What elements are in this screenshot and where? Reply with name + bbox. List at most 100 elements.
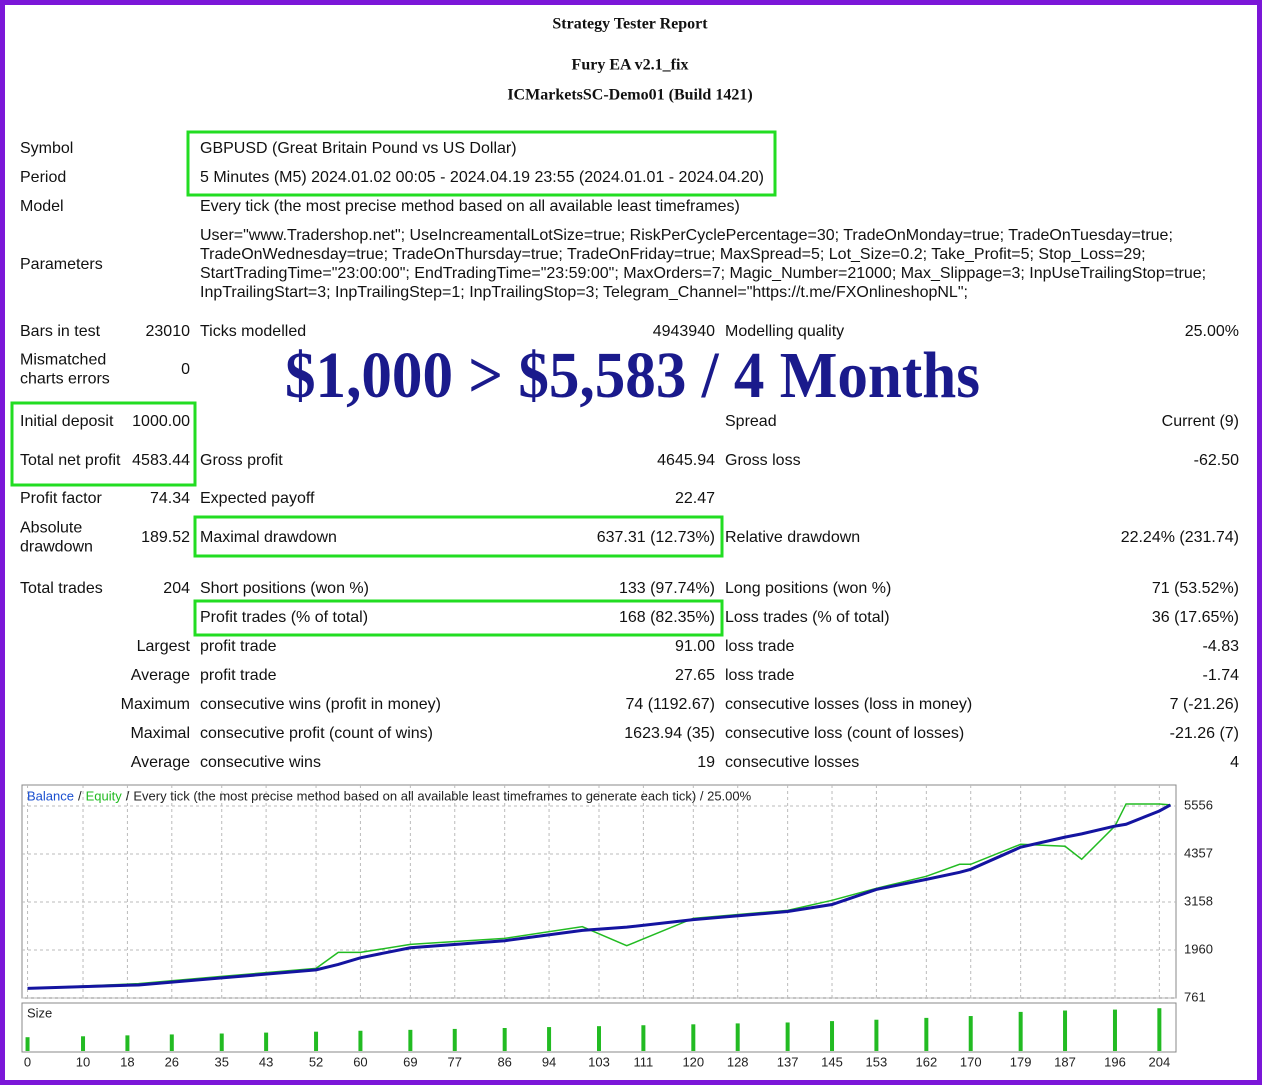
b-value: 27.65 — [675, 667, 715, 684]
a-value: Largest — [137, 638, 191, 655]
a-label: Symbol — [20, 140, 73, 157]
a-value: Average — [131, 667, 190, 684]
legend-entry: Equity — [86, 788, 123, 803]
c-value: -21.26 (7) — [1170, 725, 1239, 742]
report-title: Strategy Tester Report — [552, 16, 708, 33]
parameter-line: User="www.Tradershop.net"; UseIncreament… — [200, 227, 1173, 244]
x-tick-label: 43 — [259, 1054, 273, 1069]
x-tick-label: 77 — [448, 1054, 462, 1069]
legend-entry: Balance — [27, 788, 74, 803]
b-label: profit trade — [200, 667, 277, 684]
legend-separator: / — [78, 788, 82, 803]
x-tick-label: 111 — [634, 1054, 654, 1069]
x-tick-label: 145 — [821, 1054, 843, 1069]
report-subtitle: Fury EA v2.1_fix — [572, 57, 689, 74]
bar — [358, 1030, 363, 1051]
parameter-line: InpTrailingStart=3; InpTrailingStep=1; I… — [200, 284, 968, 301]
highlight — [10, 401, 197, 487]
c-value: -62.50 — [1194, 452, 1239, 469]
x-tick-label: 196 — [1104, 1054, 1126, 1069]
c-label: Spread — [725, 413, 777, 430]
b-value: 22.47 — [675, 490, 715, 507]
c-value: -4.83 — [1203, 638, 1240, 655]
b-label: Ticks modelled — [200, 323, 306, 340]
server: ICMarketsSC-Demo01 (Build 1421) — [507, 87, 752, 104]
a-value: 204 — [163, 580, 190, 597]
series-line — [27, 803, 1171, 990]
a-value: 74.34 — [150, 490, 190, 507]
y-tick-label: 4357 — [1184, 845, 1213, 860]
x-tick-label: 94 — [542, 1054, 556, 1069]
text: Every tick (the most precise method base… — [200, 198, 740, 215]
y-tick-label: 3158 — [1184, 893, 1213, 908]
a-label: Total trades — [20, 580, 103, 597]
c-value: 36 (17.65%) — [1152, 609, 1239, 626]
a-value: Average — [131, 754, 190, 771]
banner: $1,000 > $5,583 / 4 Months — [285, 339, 980, 412]
a-label: Period — [20, 169, 66, 186]
b-label: Maximal drawdown — [200, 529, 337, 546]
b-label: profit trade — [200, 638, 277, 655]
bar — [547, 1027, 552, 1051]
highlight — [186, 130, 777, 197]
c-value: 4 — [1230, 754, 1239, 771]
x-tick-label: 179 — [1010, 1054, 1032, 1069]
x-tick-label: 137 — [777, 1054, 799, 1069]
b-value: 4645.94 — [657, 452, 715, 469]
parameter-line: TradeOnWednesday=true; TradeOnThursday=t… — [200, 246, 1146, 263]
bar — [830, 1021, 835, 1051]
b-label: consecutive wins (profit in money) — [200, 696, 441, 713]
y-tick-label: 1960 — [1184, 941, 1213, 956]
a-value: 23010 — [146, 323, 191, 340]
a-value: Maximum — [121, 696, 190, 713]
c-label: consecutive losses (loss in money) — [725, 696, 972, 713]
b-label: Profit trades (% of total) — [200, 609, 368, 626]
x-tick-label: 0 — [24, 1054, 31, 1069]
x-tick-label: 18 — [120, 1054, 134, 1069]
x-tick-label: 204 — [1149, 1054, 1171, 1069]
a-label: Total net profit — [20, 452, 121, 469]
bar — [314, 1031, 319, 1051]
bar — [1018, 1011, 1023, 1051]
a-value: 0 — [181, 361, 190, 378]
x-tick-label: 120 — [682, 1054, 704, 1069]
b-label: Short positions (won %) — [200, 580, 369, 597]
bar — [125, 1035, 130, 1051]
highlight — [193, 515, 724, 558]
x-tick-label: 60 — [353, 1054, 367, 1069]
bar — [502, 1028, 507, 1051]
c-value: 71 (53.52%) — [1152, 580, 1239, 597]
a-label: Profit factor — [20, 490, 102, 507]
x-tick-label: 69 — [403, 1054, 417, 1069]
c-value: -1.74 — [1203, 667, 1240, 684]
bar — [691, 1024, 696, 1051]
bar — [641, 1025, 646, 1051]
c-label: loss trade — [725, 638, 794, 655]
c-label: consecutive losses — [725, 754, 859, 771]
x-tick-label: 35 — [214, 1054, 228, 1069]
a-value: 4583.44 — [132, 452, 190, 469]
b-label: Expected payoff — [200, 490, 315, 507]
a-value: Maximal — [130, 725, 190, 742]
bar — [874, 1019, 879, 1051]
b-value: 91.00 — [675, 638, 715, 655]
bar — [219, 1033, 224, 1051]
b-label: Gross profit — [200, 452, 283, 469]
parameter-line: StartTradingTime="23:00:00"; EndTradingT… — [200, 265, 1206, 282]
x-tick-label: 128 — [727, 1054, 749, 1069]
b-value: 4943940 — [653, 323, 715, 340]
c-label: loss trade — [725, 667, 794, 684]
chart-subtitle: Every tick (the most precise method base… — [133, 788, 751, 803]
x-tick-label: 10 — [76, 1054, 90, 1069]
a-label: Absolute drawdown — [20, 520, 93, 556]
x-tick-label: 103 — [588, 1054, 610, 1069]
y-tick-label: 761 — [1184, 989, 1206, 1004]
a-value: 189.52 — [141, 529, 190, 546]
bar — [264, 1032, 269, 1051]
highlight — [193, 599, 724, 637]
b-value: 637.31 (12.73%) — [597, 529, 715, 546]
series-line — [27, 803, 1172, 990]
c-label: Relative drawdown — [725, 529, 860, 546]
bar — [785, 1022, 790, 1051]
